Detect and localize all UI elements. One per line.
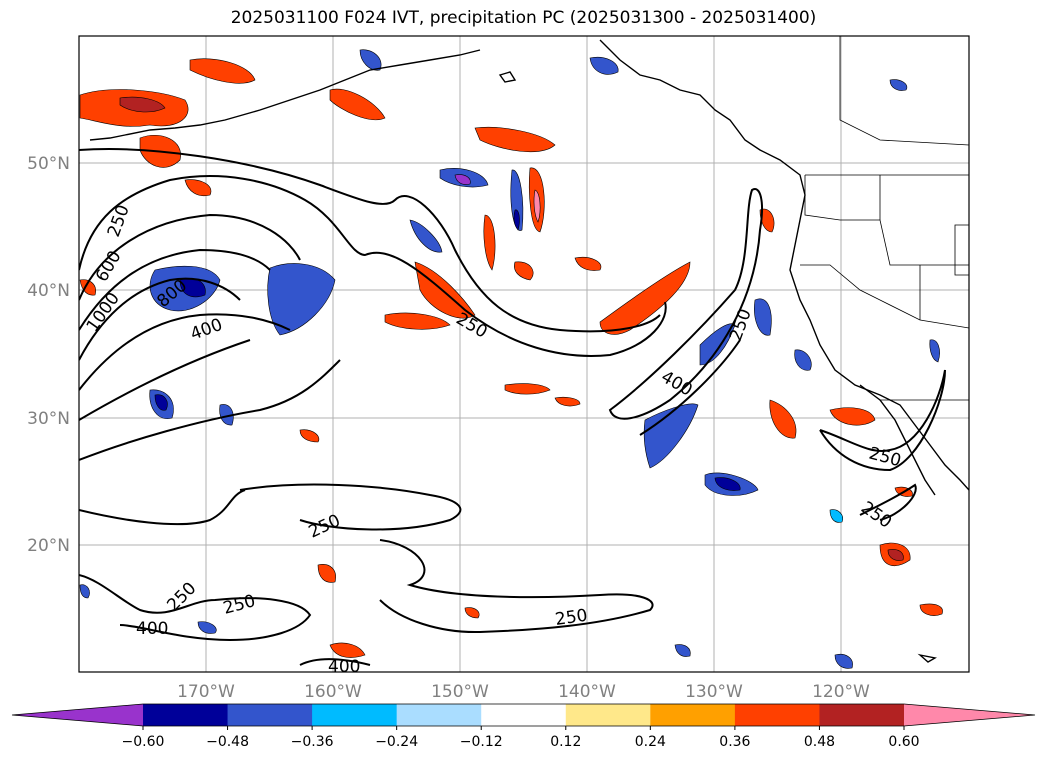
lon-label-120w: 120°W xyxy=(812,682,870,702)
colorbar-tick-label: −0.36 xyxy=(291,734,334,750)
latitude-labels: 50°N 40°N 30°N 20°N xyxy=(27,154,70,556)
lat-label-20n: 20°N xyxy=(27,536,70,556)
colorbar-segment xyxy=(650,704,736,726)
contour-label: 400 xyxy=(328,657,360,677)
colorbar-tick-label: −0.48 xyxy=(206,734,249,750)
ivt-contours xyxy=(79,148,946,666)
colorbar-extend-high xyxy=(904,704,1035,726)
colorbar-tick-label: −0.60 xyxy=(122,734,165,750)
gridlines xyxy=(79,36,969,672)
colorbar-tick-label: 0.60 xyxy=(888,734,919,750)
lon-label-150w: 150°W xyxy=(431,682,489,702)
lon-label-130w: 130°W xyxy=(685,682,743,702)
contour-label: 400 xyxy=(136,619,168,639)
precip-negative-areas xyxy=(79,49,940,669)
colorbar-segment xyxy=(565,704,651,726)
lon-label-140w: 140°W xyxy=(558,682,616,702)
colorbar-tick-label: 0.48 xyxy=(804,734,835,750)
colorbar-segment xyxy=(481,704,567,726)
contour-label: 250 xyxy=(554,606,589,630)
lat-label-30n: 30°N xyxy=(27,409,70,429)
map-frame xyxy=(78,35,970,673)
colorbar-segment xyxy=(396,704,482,726)
lon-label-170w: 170°W xyxy=(177,682,235,702)
colorbar-tick-label: −0.12 xyxy=(460,734,503,750)
longitude-labels: 170°W 160°W 150°W 140°W 130°W 120°W xyxy=(177,682,870,702)
lat-label-40n: 40°N xyxy=(27,281,70,301)
colorbar-segment xyxy=(819,704,905,726)
colorbar-segment xyxy=(227,704,313,726)
coastlines xyxy=(89,39,969,663)
lon-label-160w: 160°W xyxy=(304,682,362,702)
lat-label-50n: 50°N xyxy=(27,154,70,174)
colorbar-tick-label: 0.36 xyxy=(719,734,750,750)
map-title: 2025031100 F024 IVT, precipitation PC (2… xyxy=(230,8,817,28)
political-borders xyxy=(800,36,969,401)
colorbar-tick-label: 0.24 xyxy=(635,734,666,750)
colorbar-tick-label: −0.24 xyxy=(375,734,418,750)
colorbar-segment xyxy=(143,704,229,726)
colorbar-extend-low xyxy=(12,704,143,726)
colorbar-segment xyxy=(312,704,398,726)
colorbar-segment xyxy=(734,704,820,726)
colorbar-tick-label: 0.12 xyxy=(550,734,581,750)
colorbar: −0.60 −0.48 −0.36 −0.24 −0.12 0.12 0.24 0.36 0.4… xyxy=(11,703,1036,750)
precip-positive-areas xyxy=(79,58,943,658)
